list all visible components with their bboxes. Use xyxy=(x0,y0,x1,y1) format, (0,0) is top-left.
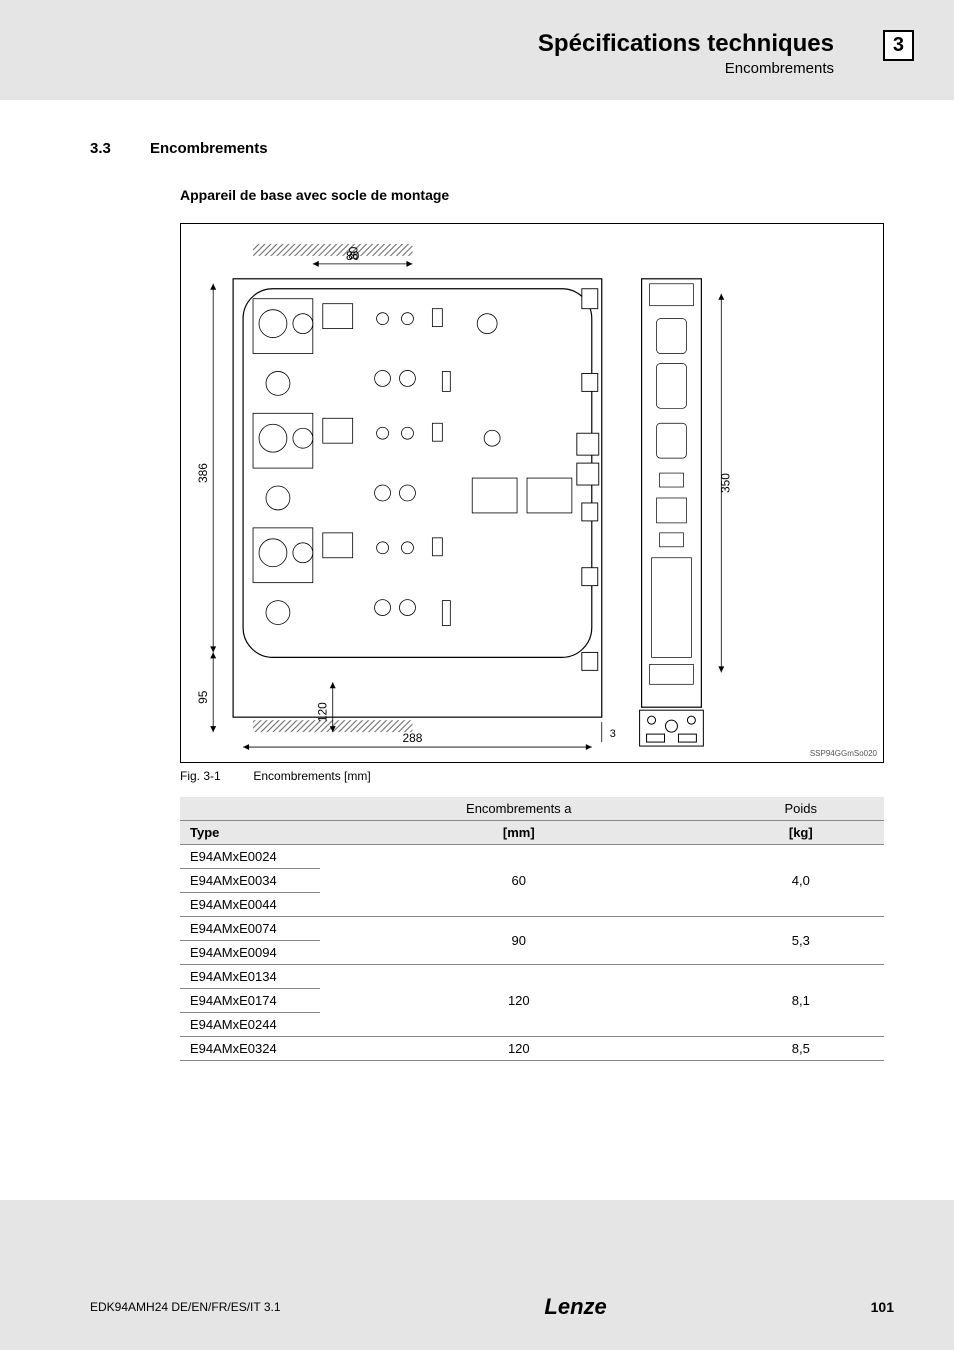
cell-weight: 8,5 xyxy=(718,1037,884,1061)
table-row: E94AMxE0134 120 8,1 xyxy=(180,965,884,989)
section-row: 3.3 Encombrements xyxy=(90,140,894,157)
figure-caption: Fig. 3-1 Encombrements [mm] xyxy=(180,769,894,783)
table-row: E94AMxE0024 60 4,0 xyxy=(180,845,884,869)
cell-dim: 90 xyxy=(320,917,718,965)
th-dim: Encombrements a xyxy=(320,797,718,821)
svg-text:386: 386 xyxy=(196,463,210,483)
cell-type: E94AMxE0134 xyxy=(180,965,320,989)
header-title: Spécifications techniques xyxy=(0,30,834,58)
page-footer: EDK94AMH24 DE/EN/FR/ES/IT 3.1 Lenze 101 xyxy=(0,1294,954,1320)
th-dim-unit: [mm] xyxy=(320,821,718,845)
dimension-figure: 80 80 386 95 120 288 3 xyxy=(180,223,884,763)
figure-label: Fig. 3-1 xyxy=(180,769,250,783)
figure-code: SSP94GGmSo020 xyxy=(810,749,877,758)
cell-dim: 120 xyxy=(320,965,718,1037)
header-subtitle: Encombrements xyxy=(0,60,834,77)
footer-doc-ref: EDK94AMH24 DE/EN/FR/ES/IT 3.1 xyxy=(90,1300,281,1314)
dimensions-table: Encombrements a Poids Type [mm] [kg] E94… xyxy=(180,797,884,1061)
table-body: E94AMxE0024 60 4,0 E94AMxE0034 E94AMxE00… xyxy=(180,845,884,1061)
th-blank xyxy=(180,797,320,821)
chapter-number-box: 3 xyxy=(883,30,914,61)
footer-logo: Lenze xyxy=(544,1294,606,1320)
cell-type: E94AMxE0074 xyxy=(180,917,320,941)
table-row: E94AMxE0074 90 5,3 xyxy=(180,917,884,941)
cell-type: E94AMxE0024 xyxy=(180,845,320,869)
page-header: Spécifications techniques Encombrements … xyxy=(0,0,954,100)
svg-text:350: 350 xyxy=(718,473,732,493)
cell-type: E94AMxE0034 xyxy=(180,869,320,893)
svg-text:288: 288 xyxy=(402,731,422,745)
section-title: Encombrements xyxy=(150,140,268,157)
cell-weight: 8,1 xyxy=(718,965,884,1037)
cell-dim: 60 xyxy=(320,845,718,917)
figure-caption-text: Encombrements [mm] xyxy=(253,769,370,783)
section-number: 3.3 xyxy=(90,140,150,157)
table-row: E94AMxE0324 120 8,5 xyxy=(180,1037,884,1061)
cell-weight: 5,3 xyxy=(718,917,884,965)
page-content: 3.3 Encombrements Appareil de base avec … xyxy=(0,100,954,1200)
cell-type: E94AMxE0094 xyxy=(180,941,320,965)
cell-dim: 120 xyxy=(320,1037,718,1061)
section-subtitle: Appareil de base avec socle de montage xyxy=(180,187,894,203)
cell-weight: 4,0 xyxy=(718,845,884,917)
th-weight-unit: [kg] xyxy=(718,821,884,845)
cell-type: E94AMxE0174 xyxy=(180,989,320,1013)
cell-type: E94AMxE0324 xyxy=(180,1037,320,1061)
svg-text:3: 3 xyxy=(610,728,616,740)
cell-type: E94AMxE0044 xyxy=(180,893,320,917)
svg-text:120: 120 xyxy=(316,702,330,722)
th-type: Type xyxy=(180,821,320,845)
th-weight: Poids xyxy=(718,797,884,821)
footer-page-number: 101 xyxy=(871,1299,894,1315)
svg-text:95: 95 xyxy=(196,690,210,704)
cell-type: E94AMxE0244 xyxy=(180,1013,320,1037)
dimension-drawing-svg: 80 80 386 95 120 288 3 xyxy=(181,224,883,762)
svg-text:80: 80 xyxy=(346,249,360,263)
